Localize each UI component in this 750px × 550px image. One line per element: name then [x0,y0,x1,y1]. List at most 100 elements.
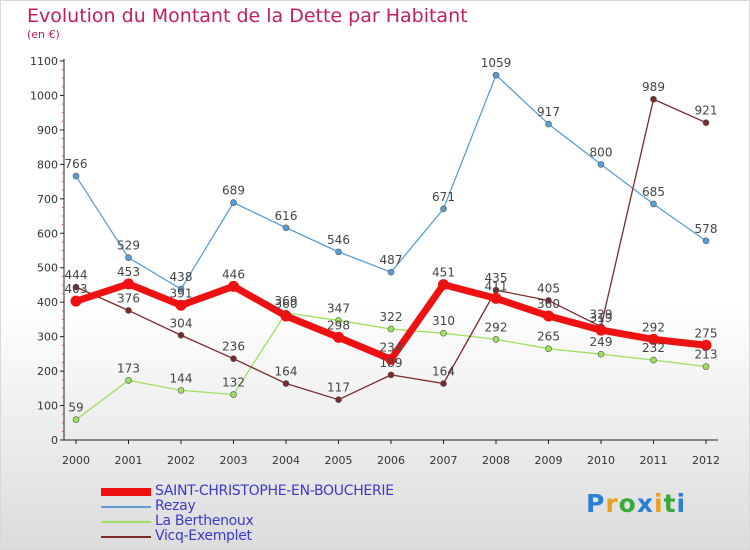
data-label: 249 [590,335,613,349]
data-label: 265 [537,330,560,344]
data-label: 411 [485,279,508,293]
data-point [545,345,552,352]
logo-letter: P [586,489,606,518]
x-tick-label: 2001 [115,454,143,467]
data-point [125,377,132,384]
data-label: 766 [65,157,88,171]
data-point [282,224,290,232]
data-label: 921 [695,104,718,118]
data-label: 173 [117,361,140,375]
x-tick-label: 2008 [482,454,510,467]
data-label: 685 [642,185,665,199]
y-tick-label: 0 [51,434,58,447]
data-label: 360 [275,297,298,311]
line-chart: 0 100 200 300 400 500 600 700 800 900 1000 1100 2000… [30,55,720,467]
data-point [545,297,552,304]
data-label: 487 [380,253,403,267]
logo-letter: t [663,489,677,518]
y-tick-label: 100 [37,400,58,413]
x-tick-label: 2007 [430,454,458,467]
logo-letter: i [676,489,687,518]
data-label: 405 [537,281,560,295]
data-point [335,396,342,403]
data-point [125,307,132,314]
y-tick-label: 1100 [30,55,58,68]
data-label: 546 [327,233,350,247]
data-point [177,331,185,339]
data-label: 403 [65,282,88,296]
data-point [228,280,239,292]
chart-title: Evolution du Montant de la Dette par Hab… [27,5,468,27]
data-label: 298 [327,318,350,332]
data-point [648,333,659,345]
data-label: 292 [485,320,508,334]
data-point [385,353,397,365]
data-point [282,380,290,387]
data-point [335,248,342,256]
data-label: 213 [695,348,718,362]
data-label: 391 [170,286,193,300]
logo-letter: r [605,489,619,518]
y-tick-label: 700 [37,193,58,206]
y-tick-label: 1000 [30,89,58,102]
data-point [597,161,605,168]
data-point [650,356,657,364]
data-label: 132 [222,376,245,390]
data-label: 917 [537,105,560,119]
legend-label: Vicq-Exemplet [155,528,252,544]
data-point [70,295,82,307]
data-label: 578 [695,222,718,236]
data-label: 451 [432,266,455,280]
data-point [597,350,605,358]
data-point [333,331,344,343]
data-point [702,119,710,126]
data-label: 446 [222,267,245,281]
data-label: 232 [642,341,665,355]
data-label: 453 [117,265,140,279]
data-point [72,172,80,180]
legend-swatch [101,488,151,496]
data-point [440,380,447,387]
x-tick-label: 2011 [640,454,668,467]
data-point [650,95,657,103]
data-point [230,391,237,398]
y-tick-label: 800 [37,158,58,171]
legend-swatch [101,506,151,508]
legend-label: SAINT-CHRISTOPHE-EN-BOUCHERIE [155,483,394,499]
data-label: 164 [275,364,298,378]
logo-letter: o [618,489,637,518]
data-label: 322 [380,310,403,324]
y-tick-label: 900 [37,124,58,137]
y-tick-label: 600 [37,227,58,240]
logo-letter: i [654,489,664,518]
y-tick-label: 400 [37,296,58,309]
data-point [123,278,134,290]
x-tick-label: 2009 [535,454,563,467]
data-point [72,416,80,423]
proxiti-logo: Proxiti [586,489,686,518]
data-point [700,339,712,351]
data-label: 689 [222,184,245,198]
legend-swatch [101,536,151,538]
data-point [230,355,237,362]
data-label: 59 [68,401,83,415]
data-point [650,200,657,208]
data-point [702,363,710,370]
data-point [543,310,554,322]
data-label: 989 [642,80,665,94]
data-point [230,199,237,206]
legend-label: La Berthenoux [155,513,254,529]
y-tick-label: 500 [37,262,58,275]
data-label: 304 [170,316,193,330]
data-label: 369 [275,294,298,308]
data-point [438,279,449,291]
data-point [702,237,710,245]
y-tick-label: 300 [37,331,58,344]
legend-swatch [101,521,151,523]
data-point [440,329,447,337]
data-label: 800 [590,145,613,159]
data-label: 347 [327,301,350,315]
data-label: 292 [642,320,665,334]
x-tick-label: 2012 [692,454,720,467]
